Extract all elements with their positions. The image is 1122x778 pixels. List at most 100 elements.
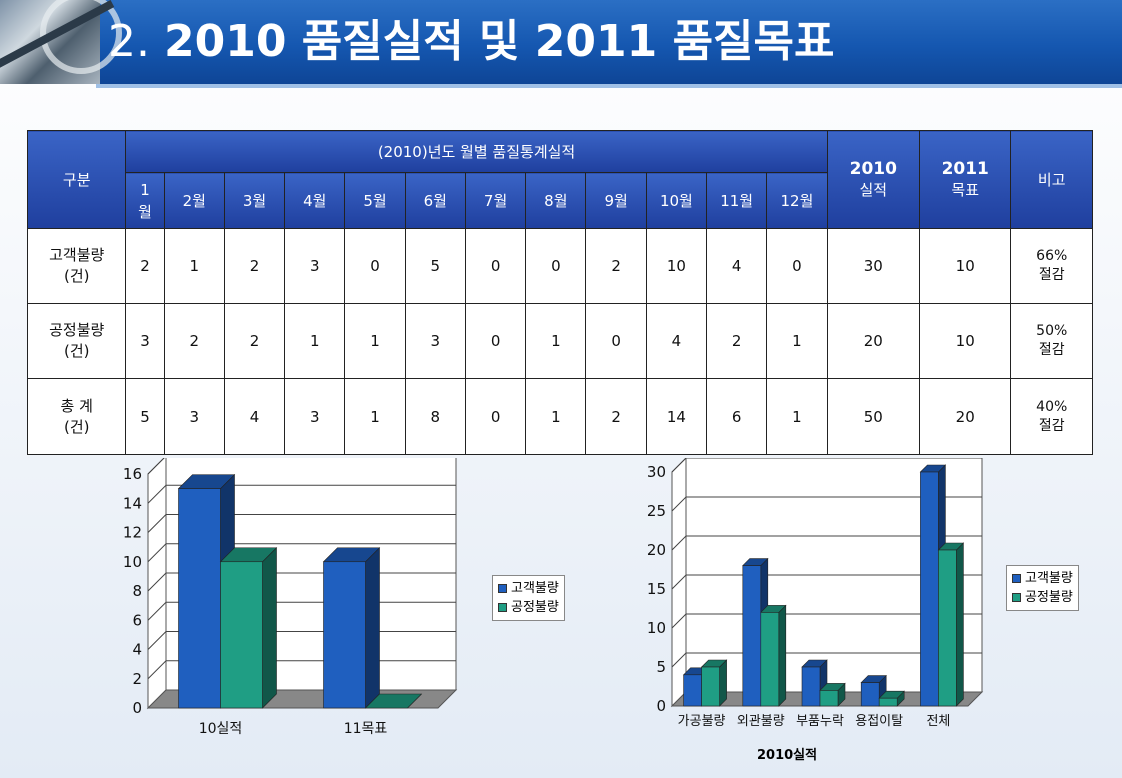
row-label-line1: 총 계 (60, 396, 93, 415)
row-label-line2: (건) (63, 267, 90, 285)
target-cell: 10 (919, 228, 1012, 304)
chart2-gridline (671, 613, 982, 629)
title-bar-stripe (96, 84, 1122, 88)
month-cell: 1 (525, 378, 587, 455)
table-row: 총 계 (건) 5 3 4 3 1 8 0 1 2 14 6 1 50 20 40% 절감 (26, 378, 1093, 455)
chart1-gridline (147, 514, 456, 533)
month-cell: 0 (585, 303, 647, 379)
chart2-bar (878, 690, 905, 707)
row-label-line1: 고객불량 (49, 246, 105, 264)
month-header: 3월 (223, 172, 286, 229)
note-line2: 절감 (1038, 342, 1065, 358)
target-header: 2011 목표 (919, 130, 1012, 229)
chart1-y-tick: 4 (132, 641, 142, 659)
chart1-category-label: 11목표 (344, 721, 388, 737)
month-cell: 1 (344, 303, 406, 379)
month-cell: 1 (284, 303, 346, 379)
chart1-bar (364, 693, 423, 709)
chart2-bar (819, 682, 846, 707)
month-cell: 0 (766, 228, 828, 304)
actual-cell: 20 (826, 303, 921, 379)
legend-swatch (498, 603, 507, 612)
chart2-category-label: 부품누락 (796, 714, 844, 729)
chart2-category-label: 가공불량 (678, 714, 726, 729)
chart1-category-label: 10실적 (199, 721, 243, 737)
month-cell: 3 (125, 303, 165, 379)
month-header: 1 월 (125, 172, 165, 229)
note-line1: 50% (1036, 323, 1068, 339)
month-cell: 10 (645, 228, 708, 304)
chart2-category-label: 전체 (926, 714, 950, 729)
month-header: 5월 (344, 172, 406, 229)
target-label: 목표 (951, 181, 980, 199)
target-year: 2011 (941, 159, 989, 179)
month-cell: 4 (706, 228, 768, 304)
quality-table: 구분 (2010)년도 월별 품질통계실적 2010 실적 2011 목표 비고 1… (26, 130, 1093, 455)
month-cell: 0 (464, 228, 527, 304)
title-bar (0, 0, 1122, 84)
chart2-bar (700, 659, 728, 707)
legend-label: 공정불량 (1025, 590, 1073, 605)
chart1-y-tick: 8 (132, 582, 142, 600)
chart1-side-wall (147, 458, 167, 710)
month-cell: 1 (766, 303, 828, 379)
month-cell: 0 (525, 228, 587, 304)
legend-label: 공정불량 (511, 600, 559, 615)
chart1-gridline (147, 458, 165, 475)
month-header: 11월 (706, 172, 768, 229)
chart-2010-actual-by-type: 0 5 10 15 20 25 30 가공불량 외관불량 부품누락 용접이탈 전체 (647, 458, 984, 729)
title-number: 2. (108, 16, 150, 67)
chart2-category-label: 용접이탈 (855, 714, 903, 729)
chart2-y-tick: 20 (647, 541, 666, 559)
month-header: 7월 (464, 172, 527, 229)
month-cell: 0 (344, 228, 406, 304)
note-cell: 50% 절감 (1010, 303, 1093, 379)
chart2-y-tick: 10 (647, 619, 666, 637)
header-photo (0, 0, 122, 84)
note-cell: 40% 절감 (1010, 378, 1093, 455)
month-header: 6월 (404, 172, 466, 229)
month-cell: 3 (284, 228, 346, 304)
chart2-y-tick: 5 (656, 658, 666, 676)
row-label-line2: (건) (63, 342, 90, 360)
month-cell: 1 (766, 378, 828, 455)
chart1-y-tick: 16 (123, 465, 142, 483)
title-text: 2010 품질실적 및 2011 품질목표 (163, 16, 835, 67)
chart1-gridline (147, 484, 456, 504)
chart2-gridline (671, 652, 982, 668)
chart2-y-tick: 0 (656, 697, 666, 715)
legend-entry: 공정불량 (498, 598, 559, 617)
legend-entry: 공정불량 (1012, 588, 1073, 607)
chart2-gridline (671, 574, 982, 590)
month-cell: 2 (585, 378, 647, 455)
row-label-line2: (건) (63, 417, 90, 436)
chart1-gridline (147, 543, 456, 563)
group-header: (2010)년도 월별 품질통계실적 (125, 130, 828, 173)
actual-header: 2010 실적 (826, 130, 921, 229)
chart2-title: 2010실적 (757, 748, 818, 763)
chart1-y-tick: 14 (123, 494, 142, 512)
legend-swatch (1012, 593, 1021, 602)
month-cell: 8 (404, 378, 466, 455)
chart1-y-tick: 2 (132, 670, 142, 688)
legend-entry: 고객불량 (498, 579, 559, 598)
month-cell: 2 (585, 228, 647, 304)
corner-header: 구분 (26, 130, 127, 229)
month-cell: 2 (223, 303, 286, 379)
month-cell: 14 (645, 378, 708, 455)
note-header: 비고 (1010, 130, 1093, 229)
target-cell: 20 (919, 378, 1012, 455)
legend-label: 고객불량 (1025, 571, 1073, 586)
month-cell: 2 (163, 303, 225, 379)
note-line2: 절감 (1038, 417, 1065, 434)
month-header: 9월 (585, 172, 647, 229)
month-cell: 1 (525, 303, 587, 379)
chart1-y-tick: 0 (132, 699, 142, 717)
chart2-bar (760, 604, 787, 707)
chart1-y-tick: 10 (123, 553, 142, 571)
legend-swatch (1012, 574, 1021, 583)
month-cell: 4 (645, 303, 708, 379)
chart1-y-tick: 6 (132, 611, 142, 629)
